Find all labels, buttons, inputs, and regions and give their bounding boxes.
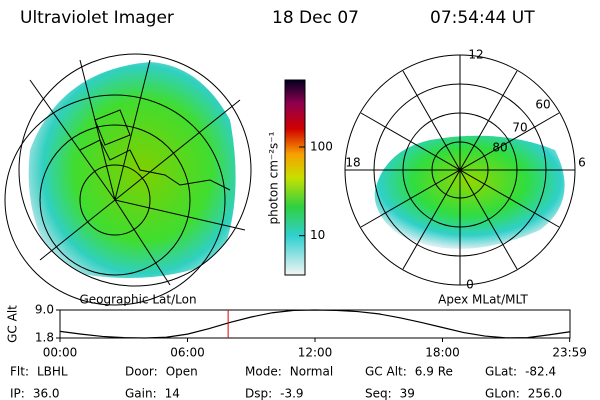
colorbar-label: photon cm⁻²s⁻¹ <box>267 131 281 224</box>
colorbar-tick-label: 100 <box>310 140 333 154</box>
field-value: -82.4 <box>525 365 556 379</box>
field-label: GC Alt: <box>365 365 407 379</box>
left-grid <box>4 53 252 306</box>
alt-line <box>59 309 571 339</box>
title: Ultraviolet Imager <box>20 8 174 28</box>
field-value: 256.0 <box>528 387 562 400</box>
left-caption: Geographic Lat/Lon <box>79 293 196 307</box>
field-value: Normal <box>290 365 333 379</box>
time: 07:54:44 UT <box>430 8 535 28</box>
mlt-label: 12 <box>468 48 483 62</box>
lat-label: 60 <box>535 98 550 112</box>
field-label: IP: <box>10 387 25 400</box>
field-label: Gain: <box>125 387 157 400</box>
mlt-label: 6 <box>578 156 586 170</box>
right-grid <box>344 54 576 286</box>
field-value: 6.9 Re <box>415 365 453 379</box>
alt-frame <box>59 309 571 339</box>
field-label: GLon: <box>485 387 520 400</box>
alt-label: GC Alt <box>6 305 20 343</box>
left-image <box>28 62 236 278</box>
x-tick-label: 00:00 <box>43 346 78 360</box>
field-value: 36.0 <box>33 387 60 400</box>
field-value: -3.9 <box>280 387 303 400</box>
x-tick-label: 18:00 <box>425 346 460 360</box>
colorbar-tick-label: 10 <box>310 228 325 242</box>
x-tick-label: 12:00 <box>298 346 333 360</box>
y-tick-label: 9.0 <box>35 303 54 317</box>
colorbar <box>284 79 306 276</box>
date: 18 Dec 07 <box>272 8 359 28</box>
field-label: Mode: <box>245 365 282 379</box>
x-tick-label: 23:59 <box>552 346 587 360</box>
field-value: 39 <box>400 387 415 400</box>
field-label: Flt: <box>10 365 29 379</box>
field-value: 14 <box>165 387 180 400</box>
right-caption: Apex MLat/MLT <box>438 293 528 307</box>
field-label: Door: <box>125 365 158 379</box>
lat-label: 80 <box>492 141 507 155</box>
x-tick-label: 06:00 <box>170 346 205 360</box>
field-label: Dsp: <box>245 387 272 400</box>
mlt-label: 18 <box>345 156 360 170</box>
field-value: Open <box>166 365 198 379</box>
field-label: Seq: <box>365 387 392 400</box>
lat-label: 70 <box>512 121 527 135</box>
y-tick-label: 1.8 <box>35 331 54 345</box>
field-value: LBHL <box>37 365 68 379</box>
mlt-label: 0 <box>466 278 474 292</box>
field-label: GLat: <box>485 365 517 379</box>
